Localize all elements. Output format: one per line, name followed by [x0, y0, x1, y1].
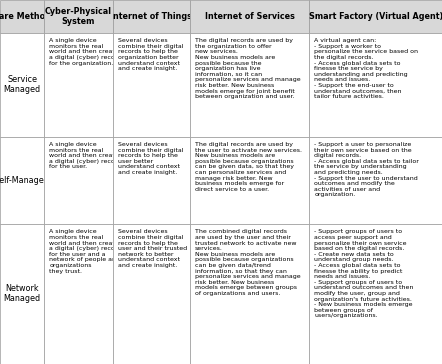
Bar	[113, 33, 190, 136]
Text: The digital records are used by
the user to activate new services.
New business : The digital records are used by the user…	[195, 142, 302, 192]
Text: Network
Managed: Network Managed	[4, 284, 41, 304]
Text: Care Method: Care Method	[0, 12, 51, 21]
Bar	[0, 33, 44, 136]
Bar	[0, 136, 44, 224]
Text: Several devices
combine their digital
records to help the
organization better
un: Several devices combine their digital re…	[118, 38, 183, 71]
Bar	[113, 224, 190, 364]
Text: A virtual agent can:
- Support a worker to
personalize the service based on
the : A virtual agent can: - Support a worker …	[314, 38, 419, 99]
Bar	[44, 33, 113, 136]
Text: Self-Managed: Self-Managed	[0, 176, 50, 185]
Text: Internet of Services: Internet of Services	[205, 12, 295, 21]
Text: A single device
monitors the real
world and then creates
a digital (cyber) recor: A single device monitors the real world …	[49, 142, 122, 169]
Text: The combined digital records
are used by the user and their
trusted network to a: The combined digital records are used by…	[195, 229, 301, 296]
Bar	[0, 0, 44, 33]
Bar	[113, 0, 190, 33]
Bar	[44, 224, 113, 364]
Text: Internet of Things: Internet of Things	[110, 12, 192, 21]
Bar	[309, 0, 442, 33]
Bar	[0, 224, 44, 364]
Bar	[190, 136, 309, 224]
Bar	[190, 33, 309, 136]
Text: The digital records are used by
the organization to offer
new services.
New busi: The digital records are used by the orga…	[195, 38, 301, 99]
Text: Several devices
combine their digital
records to help the
user better
understand: Several devices combine their digital re…	[118, 142, 183, 175]
Bar	[190, 0, 309, 33]
Text: Smart Factory (Virtual Agent): Smart Factory (Virtual Agent)	[309, 12, 442, 21]
Bar	[309, 33, 442, 136]
Bar	[44, 136, 113, 224]
Bar	[309, 224, 442, 364]
Bar	[309, 136, 442, 224]
Text: - Support a user to personalize
their own service based on the
digital records.
: - Support a user to personalize their ow…	[314, 142, 419, 197]
Text: - Support groups of users to
access peer support and
personalize their own servi: - Support groups of users to access peer…	[314, 229, 414, 318]
Text: Service
Managed: Service Managed	[4, 75, 41, 94]
Bar	[44, 0, 113, 33]
Bar	[113, 136, 190, 224]
Text: A single device
monitors the real
world and then creates
a digital (cyber) recor: A single device monitors the real world …	[49, 229, 122, 274]
Text: A single device
monitors the real
world and then creates
a digital (cyber) recor: A single device monitors the real world …	[49, 38, 122, 66]
Text: Several devices
combine their digital
records to help the
user and their trusted: Several devices combine their digital re…	[118, 229, 187, 268]
Text: Cyber-Physical
System: Cyber-Physical System	[45, 7, 112, 26]
Bar	[190, 224, 309, 364]
